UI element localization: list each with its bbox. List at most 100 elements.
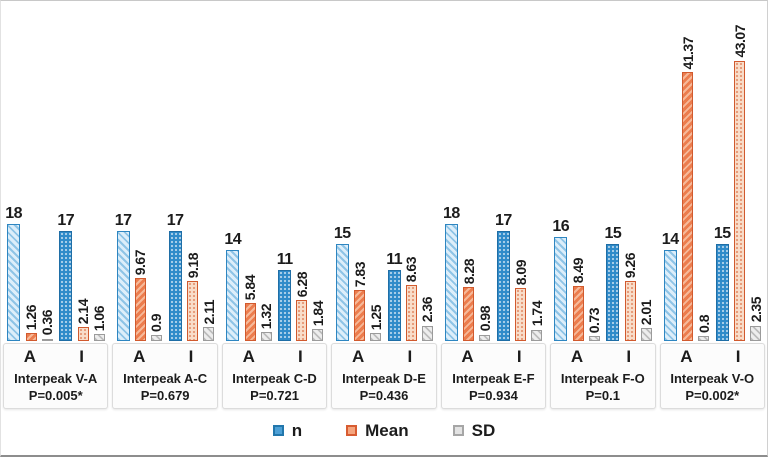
bar-value-label: 15 (333, 224, 351, 242)
bar-mean (354, 290, 366, 341)
group-pvalue: P=0.436 (359, 387, 409, 403)
bar-unit: 2.11 (201, 300, 217, 341)
bar-unit: 14 (224, 232, 242, 341)
chart-group: 15 7.83 1.25 11 8.63 2.36 A I Interpeak D-E P=0.4… (329, 5, 438, 409)
bar-unit: 9.18 (184, 253, 201, 341)
bar-unit: 0.98 (476, 306, 493, 341)
bar-cluster-i: 17 2.14 1.06 (57, 211, 108, 341)
group-panel: A I Interpeak F-O P=0.1 (550, 343, 656, 409)
bar-value-label: 9.18 (184, 253, 201, 279)
bar-mean (515, 288, 527, 341)
bar-cluster-i: 15 9.26 2.01 (604, 224, 655, 341)
bar-mean (405, 284, 417, 341)
bar-unit: 18 (5, 205, 23, 341)
bar-n (496, 230, 510, 341)
bar-value-label: 15 (604, 224, 622, 242)
bar-unit: 8.63 (403, 256, 420, 341)
bar-cluster-a: 17 9.67 0.9 (115, 212, 164, 341)
bar-sd (750, 325, 762, 341)
bar-cluster-i: 15 43.07 2.35 (713, 25, 764, 341)
bar-unit: 9.26 (622, 252, 639, 341)
bar-sd (93, 334, 105, 341)
group-panel: A I Interpeak A-C P=0.679 (112, 343, 218, 409)
bar-unit: 11 (386, 251, 403, 341)
bar-value-label: 14 (661, 231, 679, 248)
bar-cluster-i: 11 6.28 1.84 (276, 250, 326, 341)
bar-value-label: 8.28 (460, 258, 477, 285)
legend-label-sd: SD (471, 420, 496, 440)
bar-unit: 15 (333, 224, 351, 341)
bar-sd (588, 336, 600, 341)
group-pvalue: P=0.002* (685, 387, 740, 403)
bar-value-label: 2.01 (638, 299, 655, 325)
bar-value-label: 18 (442, 205, 460, 222)
cluster-label: I (407, 347, 413, 366)
bar-unit: 1.32 (258, 304, 274, 341)
bar-mean (187, 281, 199, 341)
group-pvalue: P=0.1 (585, 387, 620, 403)
bar-value-label: 8.49 (570, 257, 587, 283)
cluster-label: I (298, 347, 303, 366)
legend: n Mean SD (1, 421, 767, 441)
legend-swatch-sd-icon (452, 425, 464, 437)
bar-unit: 18 (443, 206, 460, 341)
cluster-label: A (133, 347, 146, 366)
bar-value-label: 8.63 (403, 256, 420, 282)
chart-group: 14 5.84 1.32 11 6.28 1.84 A I Interpeak C-D P=0.7… (220, 5, 329, 409)
bar-n (168, 230, 182, 341)
bar-sd (41, 338, 53, 341)
bar-value-label: 1.26 (23, 304, 40, 330)
bar-sd (370, 332, 382, 341)
bar-value-label: 11 (276, 250, 293, 268)
bar-value-label: 18 (5, 205, 23, 222)
bar-value-label: 2.35 (747, 297, 764, 323)
legend-item-n: n (272, 420, 303, 441)
bar-n (278, 269, 292, 341)
bar-unit: 0.73 (586, 308, 602, 341)
bar-value-label: 9.26 (622, 252, 639, 278)
bar-value-label: 17 (57, 211, 75, 229)
group-title: Interpeak A-C (123, 371, 208, 387)
bar-value-label: 2.36 (419, 297, 436, 323)
legend-label-mean: Mean (365, 420, 409, 440)
legend-item-mean: Mean (346, 420, 409, 441)
legend-label-n: n (291, 420, 303, 440)
cluster-label: I (626, 347, 632, 366)
cluster-label: A (351, 347, 365, 366)
bar-value-label: 2.14 (75, 298, 92, 325)
bar-unit: 1.25 (368, 305, 384, 341)
bar-unit: 17 (167, 212, 184, 341)
bar-cluster-a: 14 5.84 1.32 (224, 232, 274, 341)
bar-unit: 1.74 (529, 301, 545, 341)
bar-value-label: 0.98 (476, 306, 493, 332)
bar-unit: 2.14 (75, 298, 92, 341)
cluster-label: A (570, 347, 584, 366)
bar-unit: 0.8 (696, 315, 712, 341)
bar-sd (479, 334, 491, 341)
group-bars: 14 41.37 0.8 15 43.07 2.35 (658, 5, 767, 341)
cluster-label: I (516, 347, 522, 366)
bar-sd (421, 325, 433, 341)
bar-value-label: 1.06 (91, 305, 108, 332)
group-pvalue: P=0.934 (469, 387, 518, 403)
bar-n (554, 237, 568, 341)
group-bars: 15 7.83 1.25 11 8.63 2.36 (329, 5, 438, 341)
bar-value-label: 5.84 (242, 274, 259, 300)
group-title: Interpeak V-A (14, 371, 98, 387)
cluster-label: A (242, 347, 255, 366)
bar-cluster-a: 15 7.83 1.25 (333, 224, 384, 341)
bar-sd (260, 332, 272, 341)
cluster-label: I (79, 347, 84, 366)
group-title: Interpeak E-F (452, 371, 535, 387)
chart-group: 16 8.49 0.73 15 9.26 2.01 A I Interpeak F-O P=0.1 (548, 5, 657, 409)
bar-sd (150, 335, 162, 341)
bar-value-label: 6.28 (293, 271, 310, 298)
bar-value-label: 15 (713, 224, 731, 242)
group-bars: 18 1.26 0.36 17 2.14 1.06 (1, 5, 110, 341)
bar-unit: 16 (552, 219, 570, 341)
bar-n (444, 224, 458, 341)
group-panel: A I Interpeak C-D P=0.721 (221, 343, 328, 409)
bar-unit: 0.36 (39, 310, 55, 341)
bar-n (387, 269, 401, 341)
bar-value-label: 43.07 (731, 25, 748, 58)
